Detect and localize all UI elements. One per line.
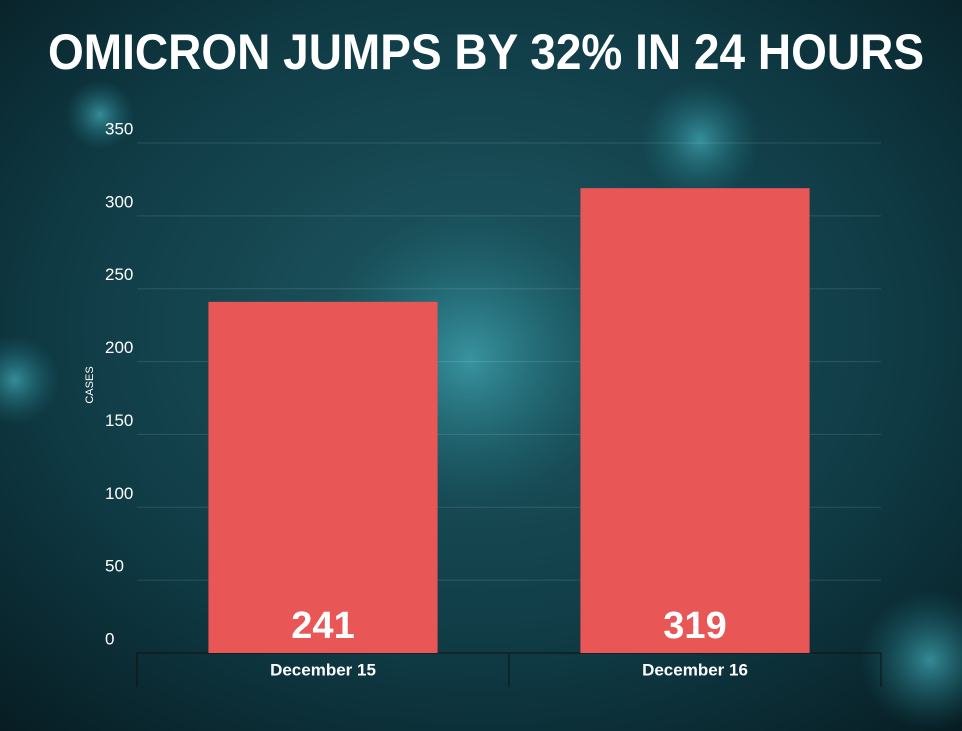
y-tick-label: 300 [105, 192, 133, 211]
y-tick-label: 350 [105, 119, 133, 138]
x-tick-label: December 15 [270, 660, 376, 679]
y-tick-label: 100 [105, 484, 133, 503]
decoration [860, 590, 962, 730]
y-tick-label: 150 [105, 411, 133, 430]
y-tick-label: 250 [105, 265, 133, 284]
y-tick-label: 0 [105, 629, 114, 648]
decoration [65, 80, 135, 150]
chart-title: OMICRON JUMPS BY 32% IN 24 HOURS [48, 24, 924, 80]
decoration [0, 335, 60, 425]
value-label: 241 [291, 605, 354, 647]
x-tick-label: December 16 [642, 660, 748, 679]
bar [208, 301, 438, 653]
value-label: 319 [663, 605, 726, 647]
y-tick-label: 50 [105, 557, 124, 576]
y-axis-title: CASES [84, 366, 96, 403]
bar [580, 188, 810, 653]
decoration [640, 80, 760, 200]
y-tick-label: 200 [105, 338, 133, 357]
